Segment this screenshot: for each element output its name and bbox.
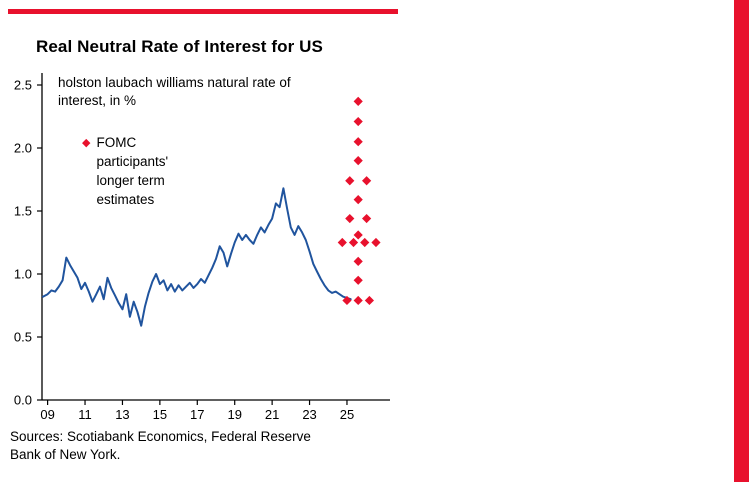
line-chart: 0.0 0.5 1.0 1.5 2.0 2.5 09 11 13 15 17 19 21 23 25 — [14, 73, 390, 422]
x-tick-label: 23 — [302, 407, 316, 422]
fomc-diamond-icon: ◆ — [82, 137, 91, 149]
fomc-dot — [353, 116, 363, 127]
fomc-dot — [348, 237, 359, 248]
y-tick-label: 1.0 — [14, 267, 32, 282]
fomc-dot — [360, 237, 370, 248]
x-tick-label: 17 — [190, 407, 204, 422]
fomc-dot — [364, 295, 375, 306]
fomc-dot — [353, 195, 363, 205]
fomc-dot — [342, 295, 352, 306]
legend-label: FOMC participants' longer term estimates — [96, 135, 169, 207]
sources-note: Sources: Scotiabank Economics, Federal R… — [10, 429, 311, 462]
fomc-dot — [353, 230, 363, 240]
right-accent-bar — [734, 0, 749, 482]
y-tick-label: 2.5 — [14, 78, 32, 93]
hlw-rate-line — [41, 187, 352, 327]
x-tick-label: 11 — [78, 407, 92, 422]
x-tick-label: 09 — [40, 407, 54, 422]
y-tick-label: 2.0 — [14, 141, 32, 156]
x-tick-label: 25 — [340, 407, 354, 422]
fomc-dot — [353, 156, 363, 166]
fomc-dot — [371, 237, 381, 248]
y-tick-label: 1.5 — [14, 204, 32, 219]
fomc-dot — [345, 213, 355, 224]
chart-title: Real Neutral Rate of Interest for US — [36, 37, 323, 57]
y-tick-label: 0.5 — [14, 330, 32, 345]
fomc-dot — [353, 275, 363, 285]
x-tick-label: 15 — [153, 407, 167, 422]
fomc-dot — [337, 237, 347, 248]
x-tick-label: 21 — [265, 407, 279, 422]
chart-area: 0.0 0.5 1.0 1.5 2.0 2.5 09 11 13 15 17 19 21 23 25 hol… — [0, 60, 420, 435]
fomc-dot — [345, 176, 355, 186]
fomc-dot — [353, 256, 363, 266]
x-tick-label: 13 — [115, 407, 129, 422]
fomc-dot — [362, 213, 372, 224]
fomc-dot — [353, 295, 363, 306]
fomc-dot — [353, 96, 363, 106]
fomc-dot — [362, 176, 372, 186]
chart-annotation: holston laubach williams natural rate of… — [58, 75, 291, 108]
legend: ◆ FOMC participants' longer term estimat… — [82, 134, 196, 210]
x-tick-label: 19 — [227, 407, 241, 422]
top-accent-bar — [8, 9, 398, 14]
fomc-dot — [353, 137, 363, 147]
y-tick-label: 0.0 — [14, 393, 32, 408]
